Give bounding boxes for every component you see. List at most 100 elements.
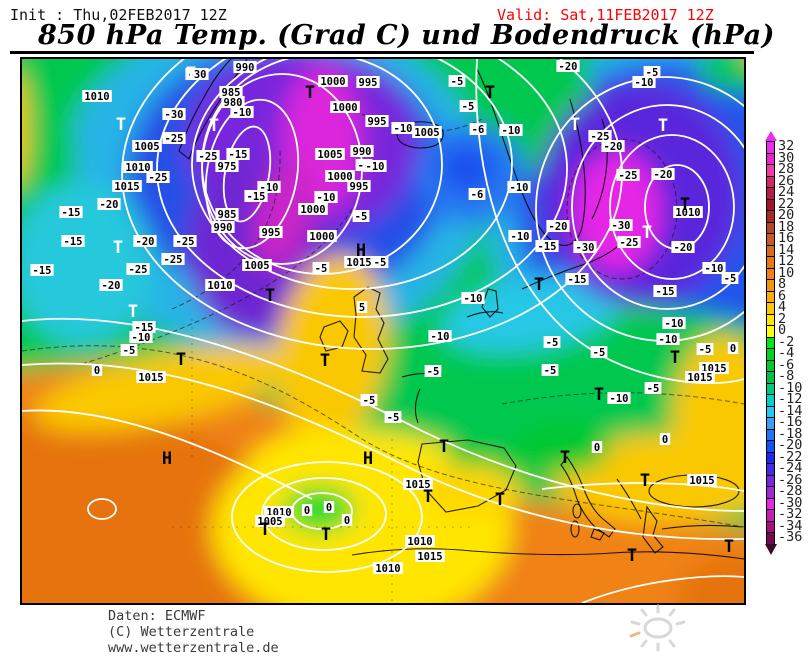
colorbar-swatch xyxy=(766,325,775,337)
pressure-label: 1005 xyxy=(255,515,285,528)
svg-text:-25: -25 xyxy=(164,254,183,266)
temperature-label: -10 xyxy=(507,181,531,194)
temperature-colorbar: 32 30 28 26 24 22 20 18 16 14 12 10 8 6 4 2 0 -2 -4 -6 -8 -10… xyxy=(765,131,810,555)
low-pressure-marker: T xyxy=(439,437,449,457)
colorbar-step: -28 xyxy=(766,485,810,498)
svg-text:-5: -5 xyxy=(593,347,606,359)
temperature-label: -15 xyxy=(244,190,268,203)
svg-text:-25: -25 xyxy=(129,264,148,276)
colorbar-swatch xyxy=(766,371,775,383)
colorbar-step: 8 xyxy=(766,278,810,291)
svg-text:-5: -5 xyxy=(451,76,464,88)
temperature-label: -5 xyxy=(352,210,370,223)
svg-text:5: 5 xyxy=(359,302,365,314)
colorbar-tick-label: -26 xyxy=(778,471,803,488)
low-pressure-marker: T xyxy=(113,238,123,258)
svg-text:-20: -20 xyxy=(102,280,121,292)
colorbar-step: -18 xyxy=(766,427,810,440)
colorbar-tick-label: -24 xyxy=(778,460,803,476)
svg-text:-5: -5 xyxy=(724,273,737,285)
svg-text:-6: -6 xyxy=(471,189,484,201)
colorbar-swatch xyxy=(766,451,775,463)
colorbar-swatch xyxy=(766,221,775,233)
temperature-label: -15 xyxy=(653,285,677,298)
temperature-label: -15 xyxy=(535,240,559,253)
svg-text:-20: -20 xyxy=(136,236,155,248)
colorbar-arrow-down xyxy=(765,543,777,555)
temperature-label: -30 xyxy=(162,108,186,121)
svg-text:-25: -25 xyxy=(176,236,195,248)
svg-text:-10: -10 xyxy=(317,192,336,204)
pressure-label: 995 xyxy=(259,226,283,239)
temperature-label: -15 xyxy=(565,273,589,286)
temperature-label: -5 xyxy=(371,256,389,269)
pressure-label: 1015 xyxy=(136,371,166,384)
temperature-label: -5 xyxy=(696,343,714,356)
pressure-label: 0 xyxy=(659,433,671,446)
svg-text:990: 990 xyxy=(353,146,372,158)
temperature-label: -20 xyxy=(671,241,695,254)
colorbar-swatch xyxy=(766,152,775,164)
pressure-label: 995 xyxy=(365,115,389,128)
colorbar-tick-label: -30 xyxy=(778,494,803,511)
colorbar-swatch xyxy=(766,359,775,371)
colorbar-tick-label: 26 xyxy=(778,172,795,189)
svg-text:1010: 1010 xyxy=(675,207,700,219)
pressure-label: 985 xyxy=(215,208,239,221)
temperature-label: -10 xyxy=(607,392,631,405)
colorbar-step: -6 xyxy=(766,358,810,371)
svg-text:0: 0 xyxy=(304,505,310,517)
colorbar-step: 24 xyxy=(766,186,810,199)
pressure-label: 990 xyxy=(233,61,257,74)
low-pressure-marker: T xyxy=(186,64,196,84)
high-pressure-marker: H xyxy=(162,449,172,469)
pressure-label: 0 xyxy=(727,342,739,355)
pressure-label: 1000 xyxy=(298,203,328,216)
svg-text:-25: -25 xyxy=(619,170,638,182)
colorbar-tick-label: 14 xyxy=(778,241,795,258)
svg-text:-5: -5 xyxy=(363,395,376,407)
temperature-label: -10 xyxy=(656,333,680,346)
colorbar-tick-label: -10 xyxy=(778,379,803,396)
temperature-label: -5 xyxy=(543,336,561,349)
weather-map: 1010 1005 1010 1015 990 985 980 975 985 990 995 100… xyxy=(20,57,746,605)
svg-text:-15: -15 xyxy=(229,149,248,161)
svg-text:-25: -25 xyxy=(149,172,168,184)
pressure-label: 1010 xyxy=(123,161,153,174)
svg-text:1010: 1010 xyxy=(207,280,232,292)
colorbar-tick-label: -16 xyxy=(778,414,803,430)
colorbar-step: 12 xyxy=(766,255,810,268)
temperature-label: -10 xyxy=(702,262,726,275)
colorbar-step: -36 xyxy=(766,531,810,544)
svg-text:-20: -20 xyxy=(100,199,119,211)
temperature-label: -15 xyxy=(30,264,54,277)
colorbar-step: -30 xyxy=(766,494,810,511)
temperature-label: -20 xyxy=(546,220,570,233)
svg-text:-5: -5 xyxy=(427,366,440,378)
temperature-label: -10 xyxy=(230,106,254,119)
colorbar-step: -22 xyxy=(766,450,810,463)
pressure-label: 1015 xyxy=(112,180,142,193)
svg-text:1005: 1005 xyxy=(257,516,282,528)
svg-text:0: 0 xyxy=(94,365,100,377)
colorbar-tick-label: 30 xyxy=(778,149,795,166)
temperature-label: -25 xyxy=(161,253,185,266)
temperature-label: -20 xyxy=(651,168,675,181)
colorbar-step: -14 xyxy=(766,404,810,417)
svg-text:1005: 1005 xyxy=(414,127,439,139)
colorbar-tick-label: 22 xyxy=(778,195,795,212)
svg-text:-15: -15 xyxy=(64,236,83,248)
colorbar-step: -32 xyxy=(766,508,810,521)
low-pressure-marker: T xyxy=(670,348,680,368)
colorbar-tick-label: 6 xyxy=(778,287,787,304)
colorbar-swatch xyxy=(766,520,775,532)
low-pressure-marker: T xyxy=(176,350,186,370)
pressure-label: 0 xyxy=(323,501,335,514)
temperature-label: -5 xyxy=(448,75,466,88)
svg-text:-10: -10 xyxy=(665,318,684,330)
svg-text:-5: -5 xyxy=(462,101,475,113)
svg-text:-5: -5 xyxy=(123,345,136,357)
colorbar-tick-label: -12 xyxy=(778,391,803,407)
pressure-label: 0 xyxy=(91,364,103,377)
